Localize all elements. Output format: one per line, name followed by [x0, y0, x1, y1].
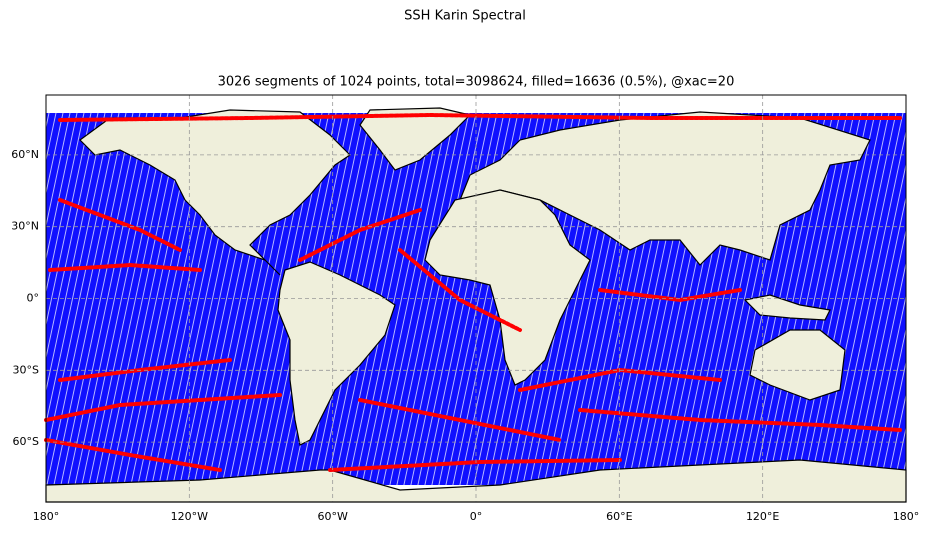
y-tick-label: 60°N [11, 148, 39, 161]
filled-track [358, 398, 562, 442]
map-subtitle: 3026 segments of 1024 points, total=3098… [218, 75, 735, 90]
south-america [277, 261, 396, 446]
filled-track [328, 458, 622, 472]
filled-track [48, 262, 202, 272]
y-tick-label: 30°N [11, 220, 39, 233]
y-tick-label: 30°S [13, 363, 39, 376]
filled-track [58, 198, 182, 252]
filled-track [578, 408, 902, 432]
north-america [79, 109, 351, 276]
x-tick-label: 60°E [606, 510, 632, 523]
x-tick-label: 120°E [746, 510, 779, 523]
map-frame [45, 94, 907, 503]
y-tick-label: 0° [27, 292, 40, 305]
filled-track [398, 248, 522, 332]
filled-track [58, 112, 902, 122]
filled-points [44, 112, 902, 472]
africa [424, 189, 591, 386]
x-tick-label: 60°W [317, 510, 347, 523]
x-tick-label: 120°W [171, 510, 208, 523]
x-tick-label: 180° [33, 510, 60, 523]
figure-title: SSH Karin Spectral [404, 9, 526, 24]
filled-track [598, 288, 742, 303]
x-tick-label: 0° [470, 510, 483, 523]
filled-track [44, 438, 222, 472]
indonesia [743, 294, 831, 321]
x-tick-label: 180° [893, 510, 920, 523]
y-tick-label: 60°S [13, 435, 39, 448]
filled-track [44, 393, 282, 422]
filled-track [298, 208, 422, 262]
australia [749, 329, 846, 401]
